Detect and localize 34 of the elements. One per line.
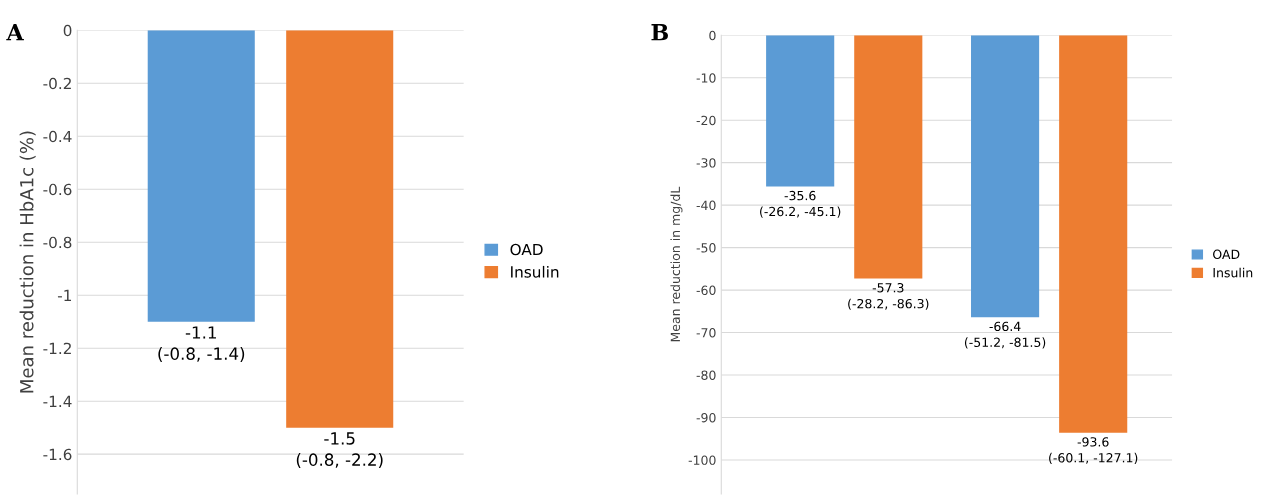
data-label: -57.3 (-28.2, -86.3) (848, 283, 929, 310)
y-tick-label: -100 (688, 455, 716, 465)
data-label: -1.1 (-0.8, -1.4) (158, 326, 245, 362)
y-tick-label: -0.2 (43, 77, 71, 90)
legend-label: Insulin (511, 265, 559, 278)
chart-title: B (651, 24, 668, 41)
y-tick-label: -50 (696, 243, 716, 253)
data-label: -66.4 (-51.2, -81.5) (964, 321, 1046, 349)
y-tick-label: -90 (696, 412, 716, 423)
y-tick-label: -40 (696, 200, 716, 211)
y-tick-label: -30 (696, 158, 716, 168)
y-tick-label: -1.6 (43, 448, 72, 461)
y-tick-label: -0.8 (43, 236, 72, 249)
y-tick-label: -1.4 (43, 395, 72, 407)
y-axis-title: Mean reduction in mg/dL (670, 186, 683, 342)
y-tick-label: -60 (696, 285, 716, 296)
y-tick-label: -80 (696, 370, 716, 380)
y-tick-label: -20 (696, 115, 716, 126)
y-tick-label: -0.6 (43, 183, 72, 196)
data-label: -1.5 (-0.8, -2.2) (296, 432, 383, 468)
data-label: -35.6 (-26.2, -45.1) (760, 190, 841, 218)
y-tick-label: -1.2 (43, 342, 71, 354)
data-label: -93.6 (-60.1, -127.1) (1049, 437, 1138, 464)
y-tick-label: -10 (696, 73, 716, 83)
chart-title: A (6, 24, 24, 41)
y-axis-title: Mean reduction in HbA1c (%) (19, 131, 36, 393)
legend-label: OAD (510, 243, 543, 256)
y-tick-label: -70 (696, 328, 716, 338)
y-tick-label: 0 (709, 30, 716, 41)
legend-label: Insulin (1213, 267, 1253, 278)
y-tick-label: -0.4 (43, 130, 72, 143)
y-tick-label: 0 (63, 24, 72, 37)
legend-label: OAD (1213, 249, 1240, 260)
y-tick-label: -1 (57, 289, 72, 301)
